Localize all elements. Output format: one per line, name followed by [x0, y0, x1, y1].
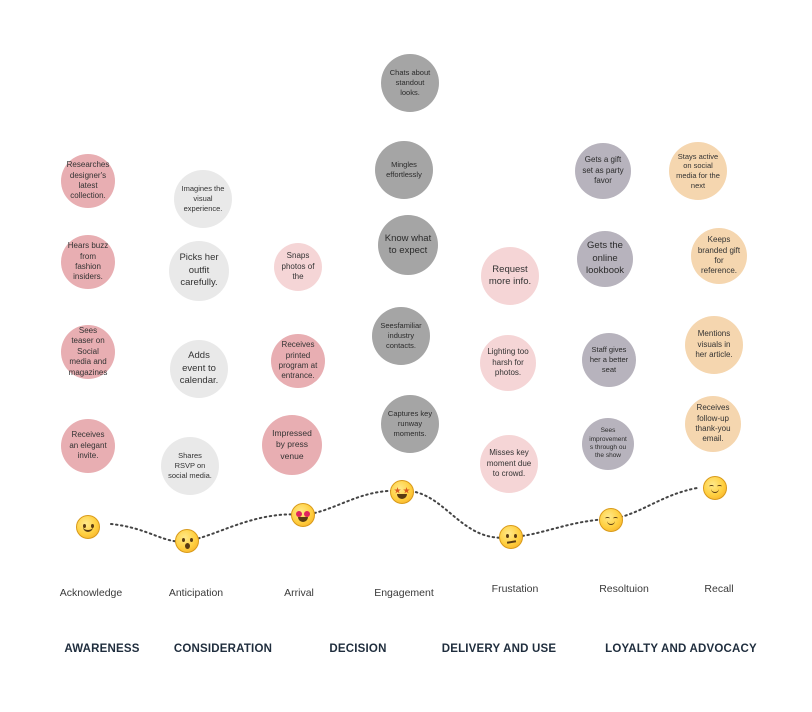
touchpoint-bubble-frustation-3: Misses key moment due to crowd.	[480, 435, 538, 493]
stage-label-resoltuion: Resoltuion	[599, 583, 649, 595]
phase-header-delivery-and-use: DELIVERY AND USE	[441, 643, 557, 655]
confused-face-icon	[499, 525, 523, 549]
content-smile-face-icon	[703, 476, 727, 500]
touchpoint-text: Gets a gift set as party favor	[582, 155, 624, 186]
touchpoint-text: Sees improvement s through ou the show	[589, 427, 627, 460]
touchpoint-text: Adds event to calendar.	[179, 350, 219, 387]
touchpoint-text: Mingles effortlessly	[386, 160, 422, 179]
touchpoint-text: Chats about standout looks.	[389, 68, 431, 97]
touchpoint-bubble-resoltuion-4: Sees improvement s through ou the show	[582, 418, 634, 470]
touchpoint-bubble-frustation-1: Request more info.	[481, 247, 539, 305]
touchpoint-text: Hears buzz from fashion insiders.	[67, 241, 109, 282]
stage-label-frustation: Frustation	[491, 583, 539, 595]
touchpoint-bubble-recall-1: Stays active on social media for the nex…	[669, 142, 727, 200]
touchpoint-text: Know what to expect	[384, 232, 432, 256]
stage-label-recall: Recall	[704, 583, 734, 595]
touchpoint-bubble-acknowledge-2: Hears buzz from fashion insiders.	[61, 235, 115, 289]
touchpoint-text: Picks her outfit carefully.	[179, 252, 219, 289]
touchpoint-bubble-arrival-3: Impressed by press venue	[262, 415, 322, 475]
touchpoint-text: Receives printed program at entrance.	[278, 340, 318, 381]
touchpoint-text: Impressed by press venue	[272, 428, 312, 461]
touchpoint-text: Mentions visuals in her article.	[695, 329, 733, 360]
touchpoint-bubble-resoltuion-2: Gets the online lookbook	[577, 231, 633, 287]
touchpoint-text: Request more info.	[488, 263, 532, 287]
phase-header-awareness: AWARENESS	[64, 643, 140, 655]
touchpoint-bubble-engagement-3: Know what to expect	[378, 215, 438, 275]
touchpoint-text: Stays active on social media for the nex…	[676, 151, 720, 190]
stage-label-acknowledge: Acknowledge	[59, 587, 123, 599]
touchpoint-bubble-resoltuion-3: Staff gives her a better seat	[582, 333, 636, 387]
touchpoint-bubble-arrival-2: Receives printed program at entrance.	[271, 334, 325, 388]
touchpoint-text: Keeps branded gift for reference.	[697, 235, 741, 276]
touchpoint-bubble-recall-3: Mentions visuals in her article.	[685, 316, 743, 374]
heart-eyes-face-icon	[291, 503, 315, 527]
touchpoint-bubble-engagement-1: Chats about standout looks.	[381, 54, 439, 112]
touchpoint-bubble-anticipation-2: Picks her outfit carefully.	[169, 241, 229, 301]
phase-header-consideration: CONSIDERATION	[173, 643, 273, 655]
touchpoint-bubble-anticipation-1: Imagines the visual experience.	[174, 170, 232, 228]
touchpoint-bubble-acknowledge-1: Researches designer's latest collection.	[61, 154, 115, 208]
touchpoint-text: Receives follow-up thank-you email.	[695, 403, 731, 444]
touchpoint-bubble-acknowledge-4: Receives an elegant invite.	[61, 419, 115, 473]
touchpoint-text: Staff gives her a better seat	[589, 345, 629, 374]
touchpoint-text: Researches designer's latest collection.	[66, 160, 110, 201]
touchpoint-bubble-resoltuion-1: Gets a gift set as party favor	[575, 143, 631, 199]
touchpoint-text: Lighting too harsh for photos.	[487, 347, 529, 378]
hushed-face-icon	[175, 529, 199, 553]
touchpoint-bubble-frustation-2: Lighting too harsh for photos.	[480, 335, 536, 391]
touchpoint-text: Snaps photos of the	[281, 251, 315, 282]
touchpoint-text: Captures key runway moments.	[387, 409, 433, 438]
phase-header-decision: DECISION	[329, 643, 387, 655]
touchpoint-bubble-acknowledge-3: Sees teaser on Social media and magazine…	[61, 325, 115, 379]
touchpoint-text: Misses key moment due to crowd.	[486, 448, 532, 479]
stage-label-engagement: Engagement	[374, 587, 434, 599]
touchpoint-text: Sees teaser on Social media and magazine…	[68, 326, 108, 377]
touchpoint-text: Shares RSVP on social media.	[168, 451, 212, 480]
relieved-face-icon	[599, 508, 623, 532]
touchpoint-bubble-recall-4: Receives follow-up thank-you email.	[685, 396, 741, 452]
touchpoint-bubble-engagement-2: Mingles effortlessly	[375, 141, 433, 199]
touchpoint-bubble-anticipation-4: Shares RSVP on social media.	[161, 437, 219, 495]
touchpoint-bubble-engagement-4: Seesfamiliar industry contacts.	[372, 307, 430, 365]
touchpoint-text: Gets the online lookbook	[585, 240, 625, 277]
touchpoint-text: Seesfamiliar industry contacts.	[380, 321, 422, 350]
touchpoint-bubble-engagement-5: Captures key runway moments.	[381, 395, 439, 453]
touchpoint-bubble-recall-2: Keeps branded gift for reference.	[691, 228, 747, 284]
touchpoint-bubble-arrival-1: Snaps photos of the	[274, 243, 322, 291]
stage-label-anticipation: Anticipation	[168, 587, 224, 599]
stage-label-arrival: Arrival	[284, 587, 314, 599]
touchpoint-text: Imagines the visual experience.	[181, 184, 225, 213]
touchpoint-bubble-anticipation-3: Adds event to calendar.	[170, 340, 228, 398]
phase-header-loyalty-and-advocacy: LOYALTY AND ADVOCACY	[605, 643, 757, 655]
touchpoint-text: Receives an elegant invite.	[69, 430, 107, 461]
smiling-face-icon	[76, 515, 100, 539]
star-struck-face-icon	[390, 480, 414, 504]
